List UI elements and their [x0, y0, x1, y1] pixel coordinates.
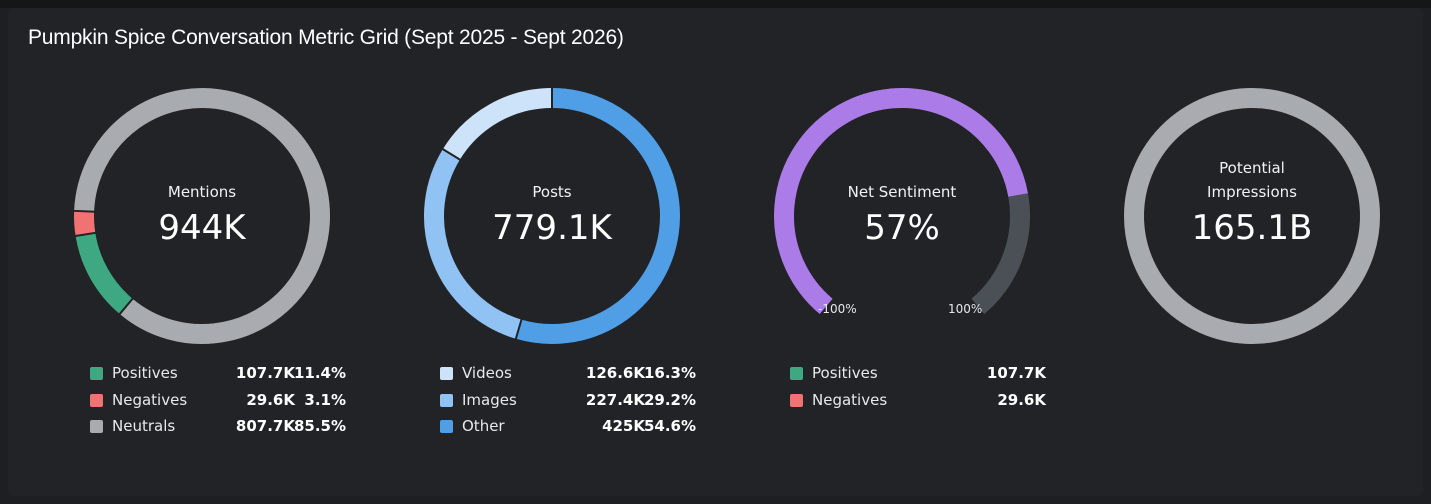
impressions-label-line-1: Potential: [1219, 159, 1285, 177]
legend-percent: 3.1%: [304, 390, 346, 409]
impressions-widget: Potential Impressions 165.1B: [1102, 76, 1402, 446]
videos-swatch: [440, 367, 453, 380]
top-bar: [0, 0, 1431, 8]
posts-center: Posts 779.1K: [452, 180, 652, 250]
gauge-min-label: -100%: [818, 302, 857, 316]
legend-percent: 29.2%: [643, 390, 696, 409]
mentions-legend: Positives 107.7K 11.4% Negatives 29.6K 3…: [90, 364, 352, 444]
legend-value: 425K: [602, 417, 645, 435]
posts-legend: Videos 126.6K 16.3% Images 227.4K 29.2% …: [440, 364, 702, 444]
posts-widget: Posts 779.1K Videos 126.6K 16.3% Images …: [402, 76, 702, 446]
legend-row-negatives[interactable]: Negatives 29.6K: [790, 391, 1052, 418]
impressions-label-line-2: Impressions: [1207, 183, 1297, 201]
slice-separator: [118, 297, 134, 316]
net-sentiment-gauge: [774, 88, 1030, 315]
slice-separator: [73, 209, 96, 213]
impressions-donut-chart: [1124, 88, 1380, 344]
slice-separator: [74, 231, 97, 238]
mentions-label: Mentions: [167, 183, 237, 201]
legend-row-neutrals[interactable]: Neutrals 807.7K 85.5%: [90, 417, 352, 444]
legend-name: Positives: [812, 364, 878, 382]
legend-percent: 54.6%: [643, 417, 696, 435]
dashboard-title: Pumpkin Spice Conversation Metric Grid (…: [28, 26, 624, 49]
legend-row-videos[interactable]: Videos 126.6K 16.3%: [440, 364, 702, 391]
net-sentiment-center: Net Sentiment 57%: [802, 180, 1002, 250]
mentions-donut-chart: [73, 88, 330, 344]
other-slice[interactable]: [515, 88, 680, 344]
legend-row-images[interactable]: Images 227.4K 29.2%: [440, 391, 702, 418]
legend-value: 29.6K: [246, 390, 295, 409]
impressions-ring[interactable]: [1124, 88, 1380, 344]
images-slice[interactable]: [424, 149, 522, 339]
legend-value: 107.7K: [986, 364, 1046, 382]
impressions-center: Potential Impressions 165.1B: [1152, 156, 1352, 250]
negatives-swatch: [790, 393, 803, 407]
videos-slice[interactable]: [442, 88, 553, 160]
legend-value: 29.6K: [997, 390, 1046, 409]
positives-swatch: [790, 367, 803, 380]
positives-slice[interactable]: [75, 232, 133, 315]
legend-name: Negatives: [812, 390, 888, 409]
legend-value: 107.7K: [235, 364, 295, 382]
legend-name: Other: [462, 417, 505, 435]
positives-swatch: [90, 367, 103, 380]
posts-label: Posts: [532, 183, 572, 201]
slice-separator: [514, 318, 523, 341]
mentions-value: 944K: [158, 208, 246, 248]
neutrals-swatch: [90, 420, 103, 433]
net-sentiment-value: 57%: [864, 208, 940, 248]
net-sentiment-label: Net Sentiment: [847, 183, 957, 201]
legend-percent: 16.3%: [643, 364, 696, 382]
posts-donut-chart: [424, 87, 680, 344]
legend-row-other[interactable]: Other 425K 54.6%: [440, 417, 702, 444]
legend-value: 807.7K: [235, 417, 295, 435]
impressions-value: 165.1B: [1191, 208, 1313, 248]
other-swatch: [440, 420, 453, 433]
gauge-max-label: 100%: [948, 302, 983, 316]
legend-value: 126.6K: [585, 364, 645, 382]
legend-row-positives[interactable]: Positives 107.7K 11.4%: [90, 364, 352, 391]
legend-name: Negatives: [112, 390, 188, 409]
legend-row-positives[interactable]: Positives 107.7K: [790, 364, 1052, 391]
neutrals-slice[interactable]: [74, 88, 330, 344]
dashboard-panel: [8, 8, 1423, 496]
gauge-fill[interactable]: [774, 88, 1028, 315]
net-sentiment-widget: Net Sentiment 57% -100% 100% Positives 1…: [752, 76, 1052, 446]
negatives-slice[interactable]: [74, 210, 96, 236]
legend-name: Neutrals: [112, 417, 176, 435]
legend-value: 227.4K: [585, 390, 645, 409]
gauge-track[interactable]: [971, 193, 1030, 315]
negatives-swatch: [90, 393, 103, 407]
slice-separator: [441, 147, 462, 161]
legend-name: Videos: [462, 364, 512, 382]
legend-percent: 11.4%: [293, 364, 346, 382]
posts-value: 779.1K: [492, 208, 612, 248]
legend-name: Positives: [112, 364, 178, 382]
mentions-center: Mentions 944K: [102, 180, 302, 250]
mentions-widget: Mentions 944K Positives 107.7K 11.4% Neg…: [52, 76, 352, 446]
legend-percent: 85.5%: [293, 417, 346, 435]
net-sentiment-legend: Positives 107.7K Negatives 29.6K: [790, 364, 1052, 417]
legend-name: Images: [462, 390, 517, 409]
legend-row-negatives[interactable]: Negatives 29.6K 3.1%: [90, 391, 352, 418]
images-swatch: [440, 393, 453, 407]
